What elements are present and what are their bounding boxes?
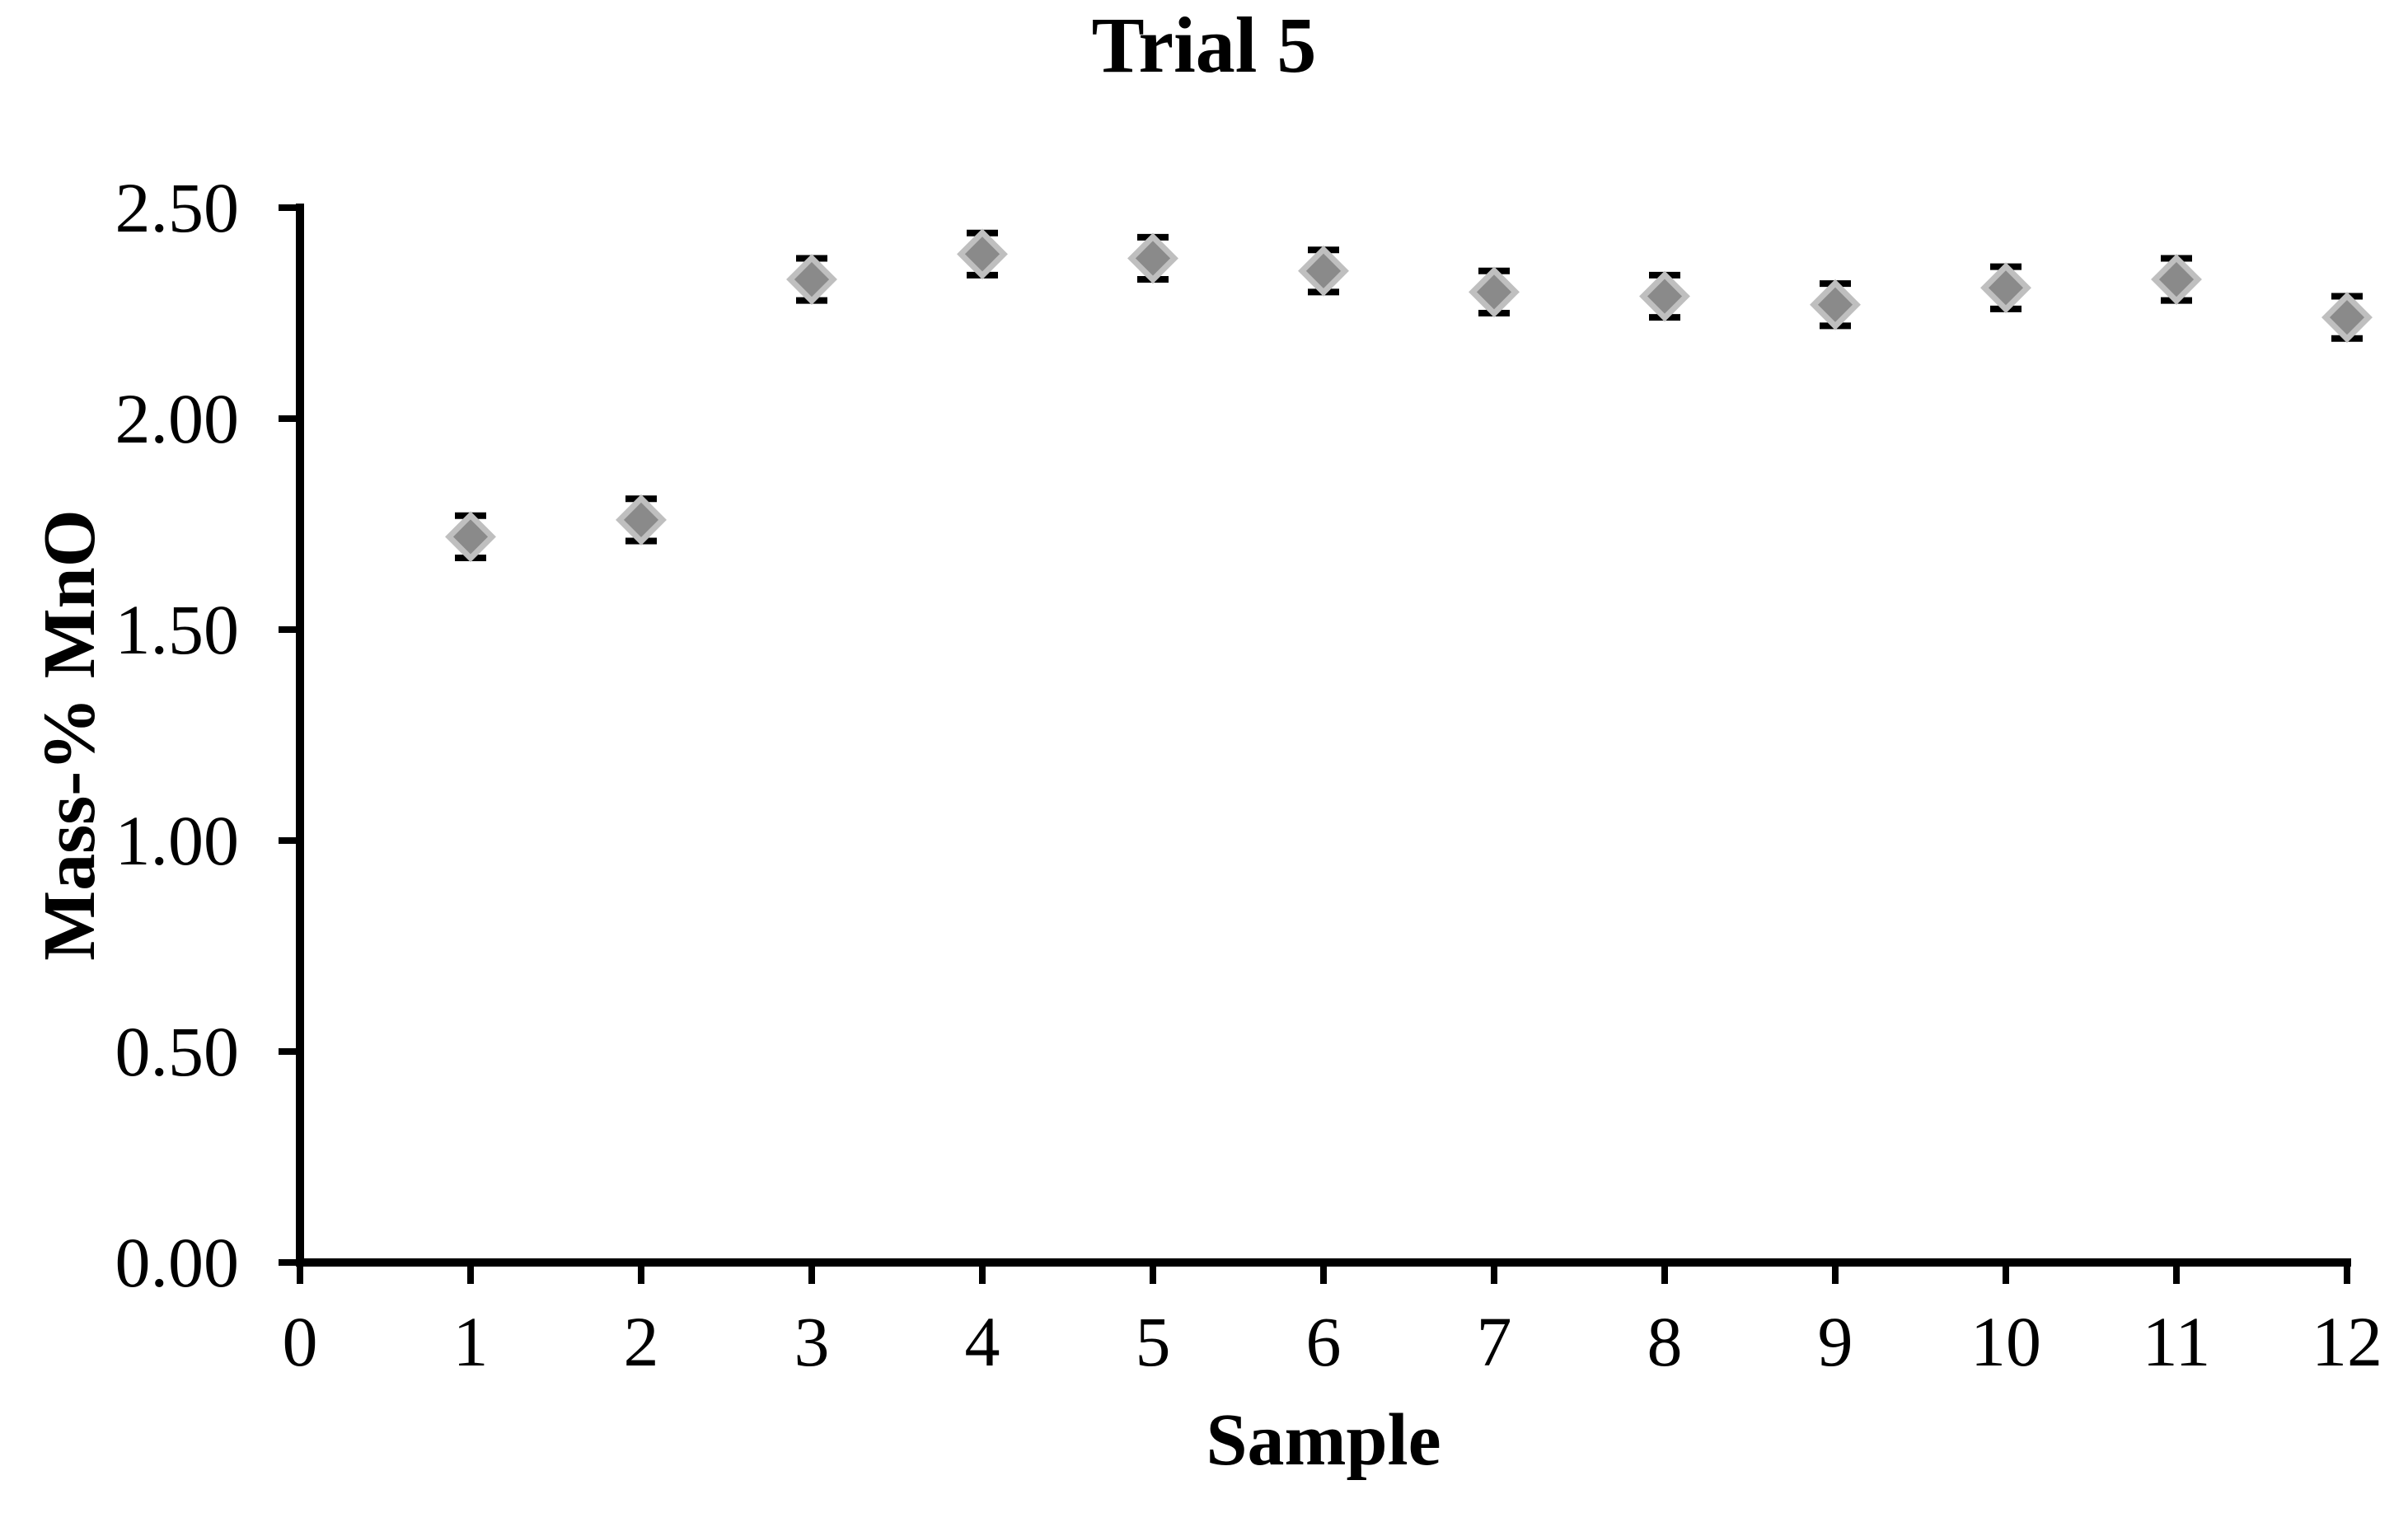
x-tick-label: 11	[2142, 1302, 2211, 1381]
x-tick-label: 9	[1817, 1302, 1853, 1381]
y-tick-label: 0.50	[115, 1012, 240, 1091]
y-tick-label: 2.00	[115, 379, 240, 458]
data-point-diamond	[2151, 254, 2202, 305]
y-tick-label: 0.00	[115, 1223, 240, 1302]
data-point-diamond	[445, 511, 496, 563]
x-tick-label: 0	[282, 1302, 318, 1381]
x-tick-label: 4	[964, 1302, 1000, 1381]
data-point-diamond	[1810, 279, 1861, 330]
y-tick-label: 1.50	[115, 590, 240, 669]
data-point-diamond	[2321, 292, 2373, 344]
data-point-diamond	[1298, 245, 1349, 297]
x-tick-label: 12	[2312, 1302, 2382, 1381]
y-tick-label: 2.50	[115, 168, 240, 247]
data-point-diamond	[1469, 266, 1520, 318]
x-tick-label: 8	[1647, 1302, 1683, 1381]
x-tick-label: 2	[623, 1302, 659, 1381]
x-tick-label: 5	[1135, 1302, 1171, 1381]
x-axis-title: Sample	[1206, 1399, 1441, 1481]
x-tick-label: 10	[1970, 1302, 2041, 1381]
chart-title: Trial 5	[1091, 1, 1317, 89]
data-point-diamond	[1980, 262, 2031, 314]
y-tick-label: 1.00	[115, 801, 240, 880]
data-point-diamond	[786, 254, 837, 305]
x-tick-label: 1	[452, 1302, 489, 1381]
data-point-diamond	[957, 228, 1008, 280]
data-point-diamond	[1127, 232, 1178, 284]
x-tick-label: 6	[1305, 1302, 1342, 1381]
data-point-diamond	[1639, 270, 1690, 322]
data-point-diamond	[616, 494, 667, 546]
x-tick-label: 3	[794, 1302, 830, 1381]
x-tick-label: 7	[1476, 1302, 1512, 1381]
